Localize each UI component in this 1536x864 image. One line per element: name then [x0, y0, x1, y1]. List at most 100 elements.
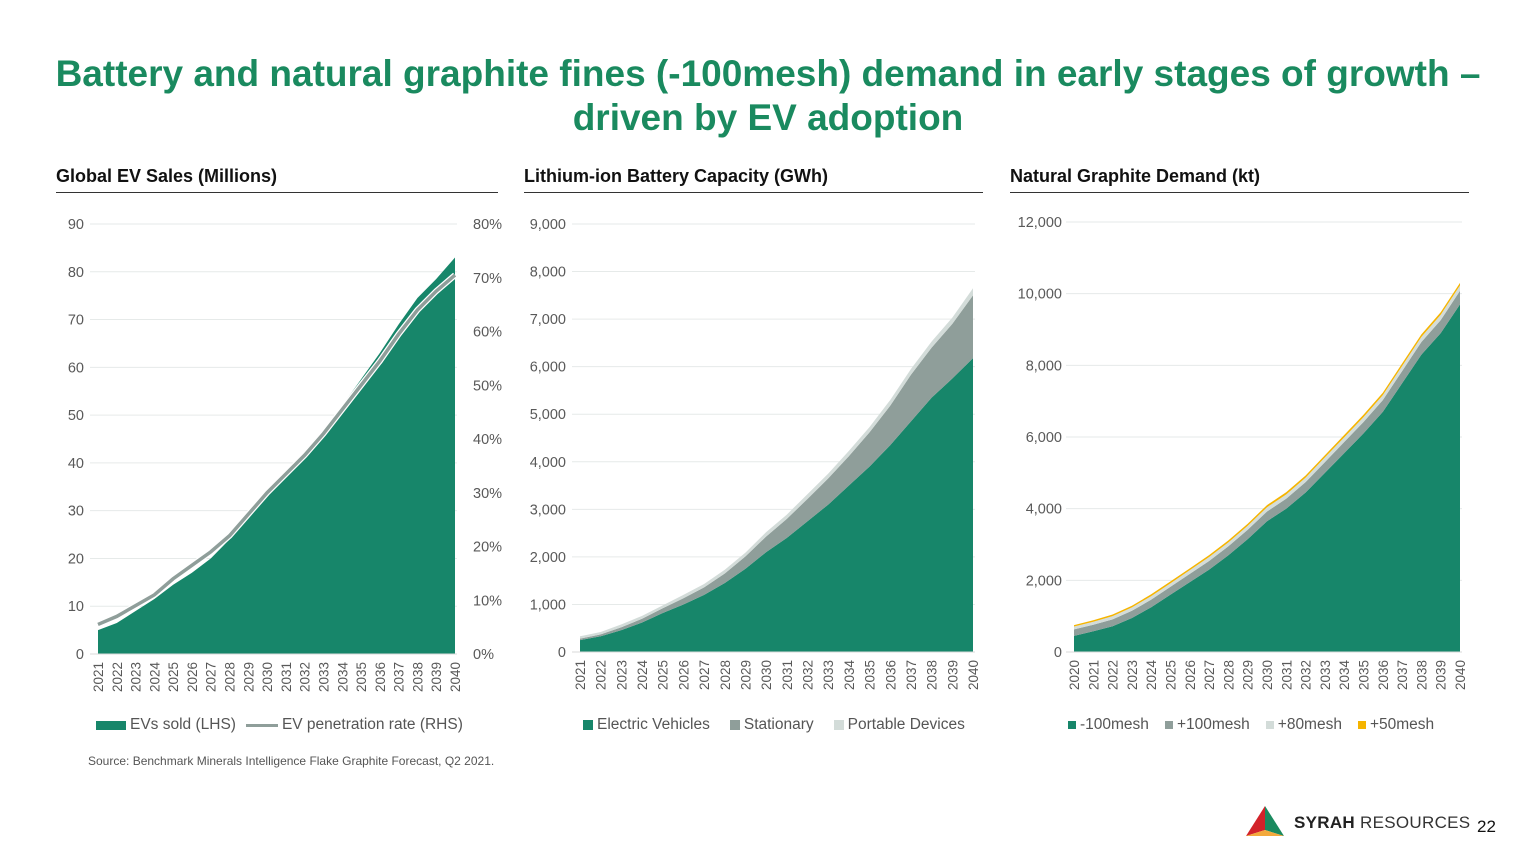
x-tick-label: 2024: [147, 662, 162, 693]
x-tick-label: 2039: [1434, 660, 1449, 690]
y-tick-label: 60: [68, 360, 84, 376]
x-tick-label: 2029: [738, 660, 753, 690]
area--100mesh: [1074, 304, 1460, 652]
y2-tick-label: 80%: [473, 217, 502, 233]
x-tick-label: 2027: [697, 660, 712, 690]
x-tick-label: 2029: [1241, 660, 1256, 690]
page-number: 22: [1477, 817, 1496, 836]
chart-title-ev-sales: Global EV Sales (Millions): [56, 166, 498, 193]
x-tick-label: 2024: [635, 660, 650, 691]
x-tick-label: 2021: [573, 660, 588, 690]
x-tick-label: 2037: [1395, 660, 1410, 690]
y-tick-label: 7,000: [530, 312, 566, 328]
legend-graphite: -100mesh +100mesh +80mesh +50mesh: [1068, 716, 1434, 734]
x-tick-label: 2033: [821, 660, 836, 690]
legend-label: -100mesh: [1080, 716, 1149, 733]
y2-tick-label: 30%: [473, 486, 502, 502]
x-tick-label: 2022: [110, 662, 125, 692]
ev-sales-chart: 01020304050607080900%10%20%30%40%50%60%7…: [68, 217, 502, 693]
y-tick-label: 2,000: [530, 550, 566, 566]
slide-title: Battery and natural graphite fines (-100…: [55, 53, 1481, 138]
legend-item: +80mesh: [1265, 716, 1342, 734]
x-tick-label: 2040: [448, 662, 463, 692]
company-logo: SYRAH RESOURCES: [1246, 806, 1470, 840]
x-tick-label: 2033: [1318, 660, 1333, 690]
y-tick-label: 3,000: [530, 502, 566, 518]
y-tick-label: 0: [558, 645, 566, 661]
x-tick-label: 2021: [1086, 660, 1101, 690]
x-tick-label: 2034: [1337, 660, 1352, 691]
x-tick-label: 2025: [1164, 660, 1179, 690]
x-tick-label: 2031: [1279, 660, 1294, 690]
x-tick-label: 2037: [904, 660, 919, 690]
legend-item: +50mesh: [1357, 716, 1434, 734]
legend-swatch: [1265, 721, 1274, 729]
y-tick-label: 0: [76, 647, 84, 663]
x-tick-label: 2031: [780, 660, 795, 690]
legend-item: EVs sold (LHS): [96, 716, 236, 734]
legend-ev-sales: EVs sold (LHS) EV penetration rate (RHS): [96, 716, 463, 734]
x-tick-label: 2035: [354, 662, 369, 692]
x-tick-label: 2025: [166, 662, 181, 692]
legend-swatch: [833, 720, 844, 730]
y-tick-label: 10: [68, 599, 84, 615]
y-tick-label: 6,000: [1026, 430, 1062, 446]
y-tick-label: 2,000: [1026, 573, 1062, 589]
y2-tick-label: 20%: [473, 540, 502, 556]
y2-tick-label: 70%: [473, 271, 502, 287]
y2-tick-label: 50%: [473, 378, 502, 394]
x-tick-label: 2039: [429, 662, 444, 692]
y-tick-label: 20: [68, 551, 84, 567]
x-tick-label: 2029: [241, 662, 256, 692]
y-tick-label: 1,000: [530, 597, 566, 613]
legend-item: -100mesh: [1068, 716, 1149, 734]
y-tick-label: 40: [68, 456, 84, 472]
x-tick-label: 2023: [129, 662, 144, 692]
x-tick-label: 2025: [656, 660, 671, 690]
battery-capacity-chart: 0 1,000 2,000 3,000 4,000 5,000 6,000 7,000 8,00…: [530, 217, 981, 691]
legend-item: Portable Devices: [833, 716, 965, 734]
x-tick-label: 2026: [1183, 660, 1198, 690]
source-note: Source: Benchmark Minerals Intelligence …: [88, 754, 495, 768]
x-tick-label: 2036: [373, 662, 388, 692]
x-tick-label: 2038: [925, 660, 940, 690]
y-tick-label: 8,000: [1026, 358, 1062, 374]
y-tick-label: 70: [68, 313, 84, 329]
legend-item: EV penetration rate (RHS): [245, 716, 463, 734]
x-tick-label: 2040: [1453, 660, 1468, 690]
legend-swatch-area: [96, 720, 126, 730]
chart-title-battery-capacity: Lithium-ion Battery Capacity (GWh): [524, 166, 983, 193]
x-tick-label: 2026: [676, 660, 691, 690]
x-tick-label: 2035: [1357, 660, 1372, 690]
legend-swatch-line: [245, 723, 278, 727]
x-tick-label: 2023: [614, 660, 629, 690]
x-tick-label: 2030: [1260, 660, 1275, 690]
x-tick-label: 2039: [945, 660, 960, 690]
x-tick-label: 2032: [1299, 660, 1314, 690]
x-tick-label: 2030: [260, 662, 275, 692]
x-tick-label: 2022: [594, 660, 609, 690]
y2-tick-label: 10%: [473, 593, 502, 609]
y-tick-label: 9,000: [530, 217, 566, 233]
legend-item: +100mesh: [1164, 716, 1250, 734]
y-tick-label: 4,000: [530, 455, 566, 471]
y-tick-label: 30: [68, 504, 84, 520]
x-tick-label: 2022: [1106, 660, 1121, 690]
x-tick-label: 2037: [392, 662, 407, 692]
legend-item: Stationary: [729, 716, 814, 734]
brand-name: SYRAH RESOURCES: [1294, 813, 1471, 832]
x-tick-label: 2033: [316, 662, 331, 692]
x-tick-label: 2038: [1414, 660, 1429, 690]
y2-tick-label: 0%: [473, 647, 494, 663]
x-tick-label: 2028: [718, 660, 733, 690]
x-tick-label: 2032: [801, 660, 816, 690]
y-tick-label: 90: [68, 217, 84, 233]
chart-title-graphite-demand: Natural Graphite Demand (kt): [1010, 166, 1469, 193]
legend-label: +100mesh: [1176, 716, 1250, 733]
x-tick-label: 2028: [223, 662, 238, 692]
legend-swatch: [1357, 721, 1366, 729]
area-electric-vehicles: [580, 358, 973, 652]
y-tick-label: 4,000: [1026, 502, 1062, 518]
x-tick-label: 2035: [863, 660, 878, 690]
graphite-demand-chart: 0 2,000 4,000 6,000 8,000 10,000 12,000 2020 202…: [1018, 215, 1468, 691]
